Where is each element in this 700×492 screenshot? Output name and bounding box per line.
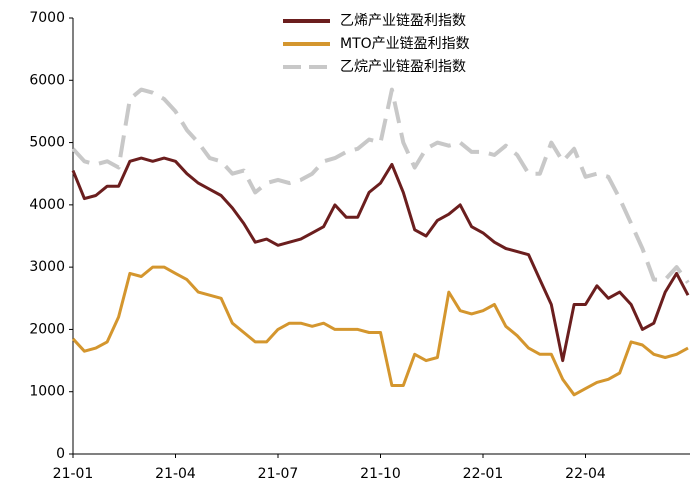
x-tick-label: 22-01 (463, 466, 504, 482)
y-tick-label: 3000 (29, 259, 65, 275)
x-tick-label: 22-04 (565, 466, 606, 482)
legend-label: 乙烷产业链盈利指数 (340, 59, 466, 75)
series-line (71, 265, 689, 397)
y-tick-label: 2000 (29, 321, 65, 337)
y-tick-label: 5000 (29, 135, 65, 151)
x-tick-label: 21-04 (155, 466, 196, 482)
x-tick-label: 21-01 (53, 466, 94, 482)
x-tick-label: 21-07 (258, 466, 299, 482)
y-tick-label: 0 (56, 446, 65, 462)
legend-label: 乙烯产业链盈利指数 (340, 13, 466, 29)
series-line (71, 87, 690, 284)
x-tick-label: 21-10 (360, 466, 401, 482)
legend-label: MTO产业链盈利指数 (340, 36, 470, 52)
y-tick-label: 4000 (29, 197, 65, 213)
series-line (71, 156, 690, 363)
y-tick-label: 6000 (29, 72, 65, 88)
y-tick-label: 1000 (29, 384, 65, 400)
y-tick-label: 7000 (29, 10, 65, 26)
